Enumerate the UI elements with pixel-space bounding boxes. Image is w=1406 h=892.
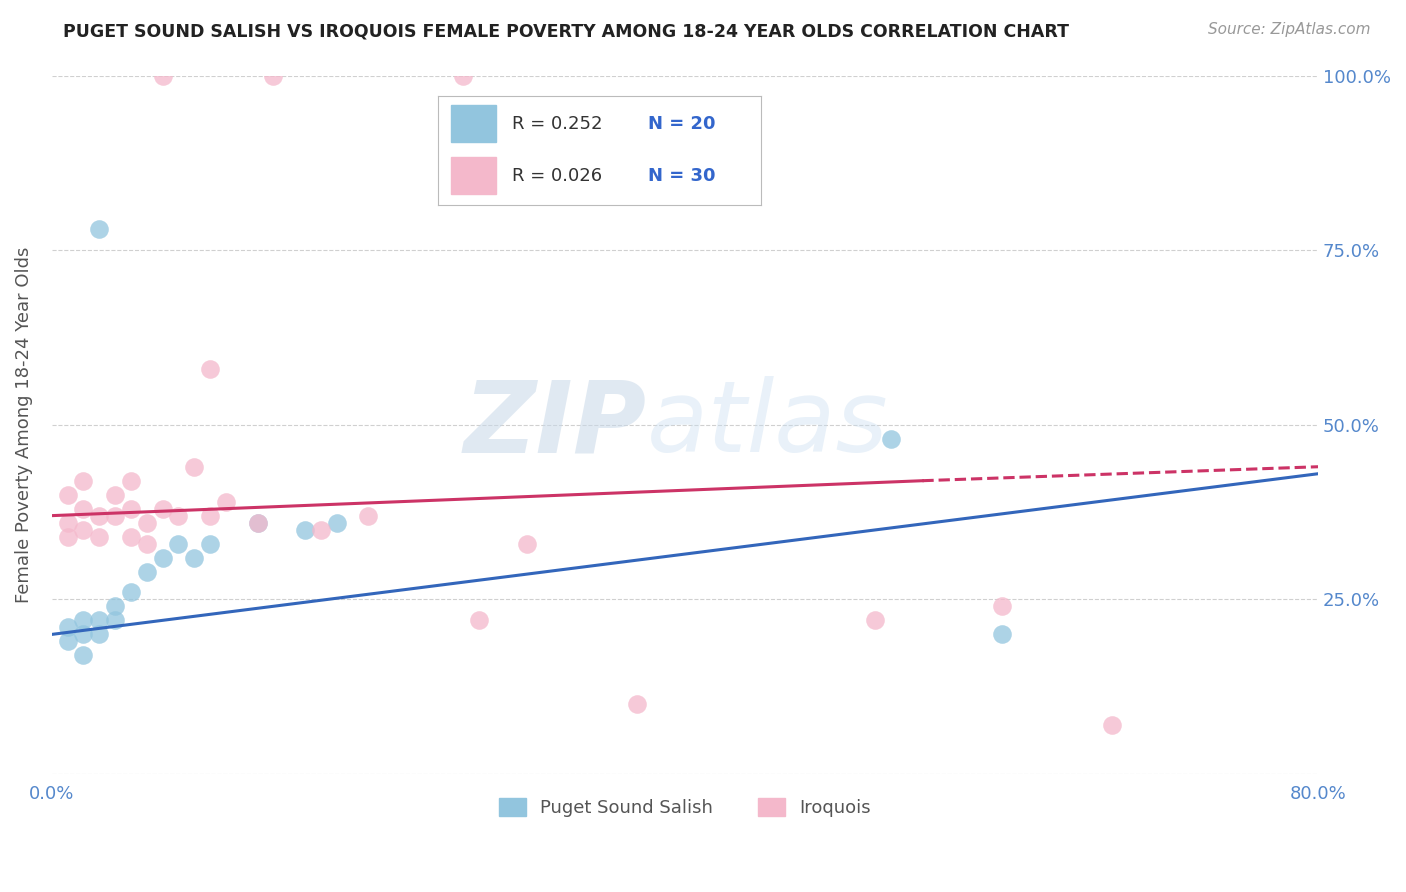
Point (104, 599, 127, 614)
Point (104, 488, 127, 502)
Point (880, 432, 903, 446)
Point (246, 516, 269, 530)
Point (135, 516, 157, 530)
Point (152, 550, 174, 565)
Point (120, 585, 142, 599)
Point (262, 69, 284, 83)
Y-axis label: Female Poverty Among 18-24 Year Olds: Female Poverty Among 18-24 Year Olds (15, 246, 32, 603)
Point (56, 634, 79, 648)
Point (198, 508, 221, 523)
Point (104, 614, 127, 628)
Point (167, 508, 190, 523)
Point (626, 698, 648, 712)
Point (990, 627, 1012, 641)
Point (294, 523, 316, 537)
Point (56, 530, 79, 544)
Point (56, 620, 79, 634)
Point (120, 501, 142, 516)
Text: Source: ZipAtlas.com: Source: ZipAtlas.com (1208, 22, 1371, 37)
Point (72, 614, 94, 628)
Point (120, 474, 142, 488)
Point (89, 614, 111, 628)
Point (309, 523, 332, 537)
Text: atlas: atlas (647, 376, 889, 474)
Point (863, 614, 886, 628)
Point (89, 508, 111, 523)
Point (215, 494, 238, 508)
Point (72, 648, 94, 663)
Point (990, 599, 1012, 614)
Point (56, 488, 79, 502)
Point (183, 550, 205, 565)
Point (357, 508, 380, 523)
Point (135, 536, 157, 550)
Point (198, 536, 221, 550)
Point (72, 627, 94, 641)
Text: PUGET SOUND SALISH VS IROQUOIS FEMALE POVERTY AMONG 18-24 YEAR OLDS CORRELATION : PUGET SOUND SALISH VS IROQUOIS FEMALE PO… (63, 22, 1070, 40)
Point (152, 501, 174, 516)
Point (120, 530, 142, 544)
Point (516, 536, 538, 550)
Point (198, 362, 221, 376)
Point (89, 222, 111, 236)
Point (89, 627, 111, 641)
Legend: Puget Sound Salish, Iroquois: Puget Sound Salish, Iroquois (491, 790, 879, 824)
Point (72, 501, 94, 516)
Point (152, 69, 174, 83)
Point (89, 530, 111, 544)
Point (135, 565, 157, 579)
Point (167, 536, 190, 550)
Point (104, 508, 127, 523)
Point (56, 516, 79, 530)
Point (1101, 718, 1123, 732)
Point (183, 459, 205, 474)
Point (246, 516, 269, 530)
Point (468, 614, 491, 628)
Point (72, 523, 94, 537)
Point (325, 516, 347, 530)
Text: ZIP: ZIP (464, 376, 647, 474)
Point (453, 69, 475, 83)
Point (72, 474, 94, 488)
